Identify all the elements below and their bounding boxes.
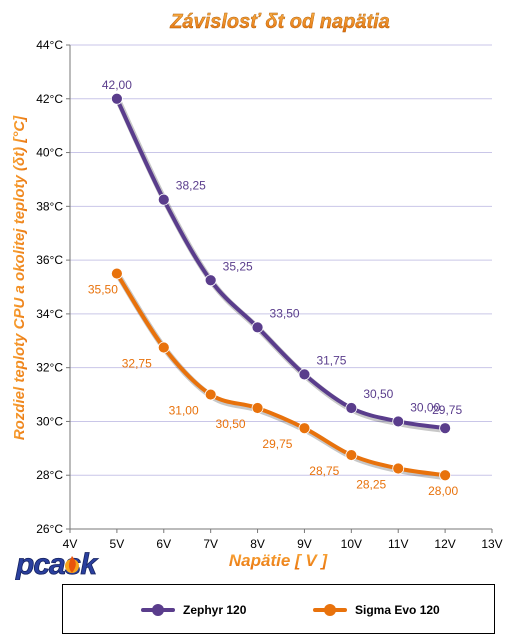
legend-item-sigma: Sigma Evo 120 [313, 601, 440, 619]
data-point [345, 402, 358, 414]
y-tick-label: 30°C [36, 414, 63, 428]
y-tick-label: 44°C [36, 38, 63, 52]
data-label: 31,75 [316, 353, 346, 367]
data-label: 28,00 [428, 484, 458, 498]
x-tick-label: 7V [203, 537, 218, 551]
x-tick-label: 12V [434, 537, 455, 551]
y-tick-label: 38°C [36, 199, 63, 213]
data-label: 38,25 [176, 179, 206, 193]
logo-text: pcask [15, 548, 98, 580]
chart-title: Závislosť δt od napätia [169, 11, 390, 33]
pcask-logo: pcask [14, 546, 124, 582]
x-tick-label: 13V [481, 537, 502, 551]
x-tick-label: 10V [341, 537, 362, 551]
y-tick-labels: 26°C 28°C 30°C 32°C 34°C 36°C 38°C 40°C 42°C 44°C [36, 38, 63, 536]
x-tick-label: 6V [156, 537, 171, 551]
data-label: 30,50 [363, 387, 393, 401]
data-point [439, 422, 452, 435]
data-label: 28,25 [356, 478, 386, 492]
y-tick-label: 32°C [36, 361, 63, 375]
series [110, 92, 452, 482]
data-label: 31,00 [169, 404, 199, 418]
series-shadow [115, 97, 450, 434]
data-label: 33,50 [270, 306, 300, 320]
data-point [298, 422, 311, 435]
axes [66, 44, 493, 533]
legend-swatch-sigma [313, 603, 347, 617]
y-tick-label: 36°C [36, 253, 63, 267]
data-label: 32,75 [122, 357, 152, 371]
flame-inner-icon [68, 556, 76, 573]
grid [70, 44, 492, 476]
data-labels: 42,0038,2535,2533,5031,7530,5030,0029,75… [88, 78, 463, 498]
data-label: 42,00 [102, 78, 132, 92]
legend-swatch-zephyr [141, 603, 175, 617]
data-point [392, 462, 405, 475]
y-tick-label: 42°C [36, 92, 63, 106]
data-point [251, 402, 264, 414]
data-point [298, 368, 311, 381]
data-point [345, 449, 358, 461]
data-point [251, 321, 264, 334]
x-tick-label: 5V [110, 537, 125, 551]
series-line-zephyr [114, 96, 448, 431]
data-point [157, 341, 170, 354]
data-label: 35,50 [88, 283, 118, 297]
data-point [204, 388, 217, 401]
data-point [110, 92, 123, 105]
x-axis-label: Napätie [ V ] [229, 551, 329, 570]
data-label: 30,50 [216, 417, 246, 431]
y-tick-label: 40°C [36, 146, 63, 160]
data-label: 28,75 [309, 464, 339, 478]
y-axis-label: Rozdiel teploty CPU a okolitej teploty (… [11, 115, 28, 440]
data-label: 29,75 [262, 437, 292, 451]
x-tick-label: 11V [388, 537, 408, 551]
legend-item-zephyr: Zephyr 120 [141, 601, 246, 619]
data-point [204, 274, 217, 287]
x-tick-label: 8V [250, 537, 265, 551]
data-label: 30,00 [410, 400, 440, 414]
data-point [439, 469, 452, 482]
data-point [392, 415, 405, 428]
data-label: 35,25 [223, 259, 253, 273]
data-label: 29,75 [432, 403, 462, 417]
y-tick-label: 26°C [36, 522, 63, 536]
legend-label-zephyr: Zephyr 120 [183, 603, 247, 617]
data-point [110, 267, 123, 280]
legend: Zephyr 120 Sigma Evo 120 [62, 584, 495, 634]
y-tick-label: 28°C [36, 468, 63, 482]
logo-graphic: pcask [15, 548, 100, 582]
data-point [157, 193, 170, 206]
x-tick-labels: 4V 5V 6V 7V 8V 9V 10V 11V 12V 13V [63, 537, 503, 551]
x-tick-label: 4V [63, 537, 78, 551]
y-tick-label: 34°C [36, 307, 63, 321]
x-tick-label: 9V [297, 537, 312, 551]
legend-label-sigma: Sigma Evo 120 [355, 603, 440, 617]
